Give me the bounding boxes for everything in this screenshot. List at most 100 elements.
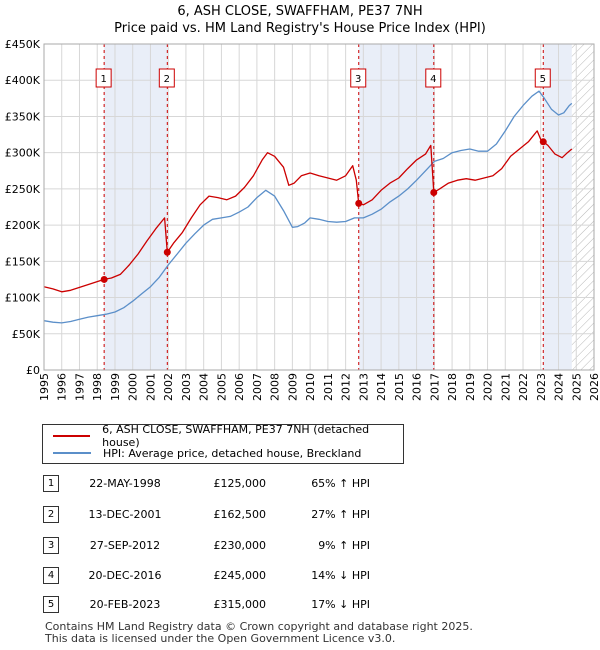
x-tick-label: 2021 bbox=[499, 373, 512, 401]
sale-price: £125,000 bbox=[213, 477, 267, 490]
table-row: 4 20-DEC-2016 £245,000 14% ↓ HPI bbox=[0, 567, 600, 587]
plot-border bbox=[43, 43, 595, 371]
property-price-line bbox=[43, 130, 573, 293]
sale-hpi-change: 9% ↑ HPI bbox=[318, 539, 370, 552]
x-tick-label: 2003 bbox=[180, 373, 193, 401]
x-tick-label: 1997 bbox=[73, 373, 86, 401]
forecast-hatch bbox=[571, 44, 594, 370]
y-tick-label: £400K bbox=[5, 74, 41, 87]
x-tick-label: 2011 bbox=[322, 373, 335, 401]
y-tick-label: £0 bbox=[26, 364, 40, 377]
sale-number-badge: 3 bbox=[43, 537, 59, 554]
x-tick-label: 2025 bbox=[570, 373, 583, 401]
x-tick-label: 2020 bbox=[482, 373, 495, 401]
y-tick-label: £200K bbox=[5, 219, 41, 232]
chart-subtitle: Price paid vs. HM Land Registry's House … bbox=[114, 21, 486, 36]
sale-date: 20-FEB-2023 bbox=[89, 598, 161, 611]
sale-date: 20-DEC-2016 bbox=[88, 569, 162, 582]
sale-marker-box bbox=[158, 68, 175, 88]
legend-label-hpi: HPI: Average price, detached house, Brec… bbox=[103, 446, 362, 460]
sale-point bbox=[539, 138, 547, 146]
x-tick-label: 2007 bbox=[251, 373, 264, 401]
sale-marker-box bbox=[534, 68, 551, 88]
sale-number-badge: 2 bbox=[43, 506, 59, 523]
sale-number-badge: 5 bbox=[43, 596, 59, 613]
y-tick-label: £300K bbox=[5, 147, 41, 160]
sale-date: 27-SEP-2012 bbox=[89, 539, 161, 552]
sale-price: £162,500 bbox=[213, 508, 267, 521]
sale-marker-box bbox=[425, 68, 442, 88]
sale-point bbox=[163, 248, 171, 256]
sale-marker-box bbox=[350, 68, 367, 88]
sale-interval-shade bbox=[104, 44, 168, 370]
sale-marker-label: 4 bbox=[430, 74, 436, 85]
hpi-line bbox=[43, 90, 573, 324]
table-row: 5 20-FEB-2023 £315,000 17% ↓ HPI bbox=[0, 596, 600, 616]
table-row: 2 13-DEC-2001 £162,500 27% ↑ HPI bbox=[0, 506, 600, 526]
y-tick-label: £150K bbox=[5, 255, 41, 268]
legend-swatch-hpi bbox=[53, 452, 91, 454]
sale-price: £245,000 bbox=[213, 569, 267, 582]
x-tick-label: 2022 bbox=[517, 373, 530, 401]
footer-licence: This data is licensed under the Open Gov… bbox=[45, 632, 396, 645]
sale-price: £315,000 bbox=[213, 598, 267, 611]
y-tick-label: £350K bbox=[5, 110, 41, 123]
sale-date: 22-MAY-1998 bbox=[89, 477, 161, 490]
y-tick-label: £250K bbox=[5, 183, 41, 196]
y-tick-label: £450K bbox=[5, 38, 41, 51]
sale-marker-label: 1 bbox=[100, 74, 106, 85]
x-tick-label: 2000 bbox=[127, 373, 140, 401]
x-tick-label: 1995 bbox=[38, 373, 51, 401]
x-tick-label: 2008 bbox=[269, 373, 282, 401]
sale-hpi-change: 65% ↑ HPI bbox=[311, 477, 370, 490]
x-tick-label: 1996 bbox=[56, 373, 69, 401]
price-chart: 1 2 3 4 5 £0 £50K £100K £150K £200K £250K £300K £350… bbox=[5, 38, 600, 401]
sale-marker-label: 2 bbox=[164, 74, 170, 85]
chart-legend: 6, ASH CLOSE, SWAFFHAM, PE37 7NH (detach… bbox=[42, 423, 404, 464]
x-tick-label: 2015 bbox=[393, 373, 406, 401]
sale-hpi-change: 27% ↑ HPI bbox=[311, 508, 370, 521]
x-tick-label: 2024 bbox=[553, 373, 566, 401]
sale-number-badge: 1 bbox=[43, 475, 59, 492]
chart-title: 6, ASH CLOSE, SWAFFHAM, PE37 7NH bbox=[177, 4, 423, 19]
table-row: 1 22-MAY-1998 £125,000 65% ↑ HPI bbox=[0, 475, 600, 495]
x-tick-label: 2018 bbox=[446, 373, 459, 401]
legend-swatch-property bbox=[53, 435, 91, 437]
legend-item-property: 6, ASH CLOSE, SWAFFHAM, PE37 7NH (detach… bbox=[43, 423, 403, 449]
sale-interval-shade bbox=[358, 44, 434, 370]
sale-marker-label: 5 bbox=[540, 74, 546, 85]
sale-point bbox=[430, 189, 438, 197]
x-tick-label: 2014 bbox=[375, 373, 388, 401]
x-tick-label: 2004 bbox=[198, 373, 211, 401]
sale-point bbox=[100, 275, 108, 283]
x-tick-label: 2026 bbox=[588, 373, 600, 401]
x-tick-label: 2001 bbox=[144, 373, 157, 401]
x-tick-label: 2010 bbox=[304, 373, 317, 401]
legend-item-hpi: HPI: Average price, detached house, Brec… bbox=[43, 445, 361, 461]
x-tick-label: 2012 bbox=[340, 373, 353, 401]
sale-price: £230,000 bbox=[213, 539, 267, 552]
x-tick-label: 1999 bbox=[109, 373, 122, 401]
y-tick-label: £50K bbox=[12, 328, 41, 341]
sale-point bbox=[355, 199, 363, 207]
x-tick-label: 2013 bbox=[357, 373, 370, 401]
sale-marker-box bbox=[95, 68, 112, 88]
legend-label-property: 6, ASH CLOSE, SWAFFHAM, PE37 7NH (detach… bbox=[102, 423, 370, 449]
x-tick-label: 2016 bbox=[411, 373, 424, 401]
x-tick-label: 2002 bbox=[162, 373, 175, 401]
sale-date: 13-DEC-2001 bbox=[88, 508, 162, 521]
sale-number-badge: 4 bbox=[43, 567, 59, 584]
x-tick-label: 2019 bbox=[464, 373, 477, 401]
footer-copyright: Contains HM Land Registry data © Crown c… bbox=[45, 620, 473, 633]
x-tick-label: 2017 bbox=[428, 373, 441, 401]
y-tick-label: £100K bbox=[5, 292, 41, 305]
table-row: 3 27-SEP-2012 £230,000 9% ↑ HPI bbox=[0, 537, 600, 557]
sale-hpi-change: 17% ↓ HPI bbox=[311, 598, 370, 611]
x-tick-label: 2006 bbox=[233, 373, 246, 401]
x-tick-label: 2009 bbox=[286, 373, 299, 401]
sale-marker-label: 3 bbox=[355, 74, 361, 85]
x-tick-label: 2023 bbox=[535, 373, 548, 401]
sale-interval-shade bbox=[543, 44, 572, 370]
x-tick-label: 1998 bbox=[91, 373, 104, 401]
sale-hpi-change: 14% ↓ HPI bbox=[311, 569, 370, 582]
